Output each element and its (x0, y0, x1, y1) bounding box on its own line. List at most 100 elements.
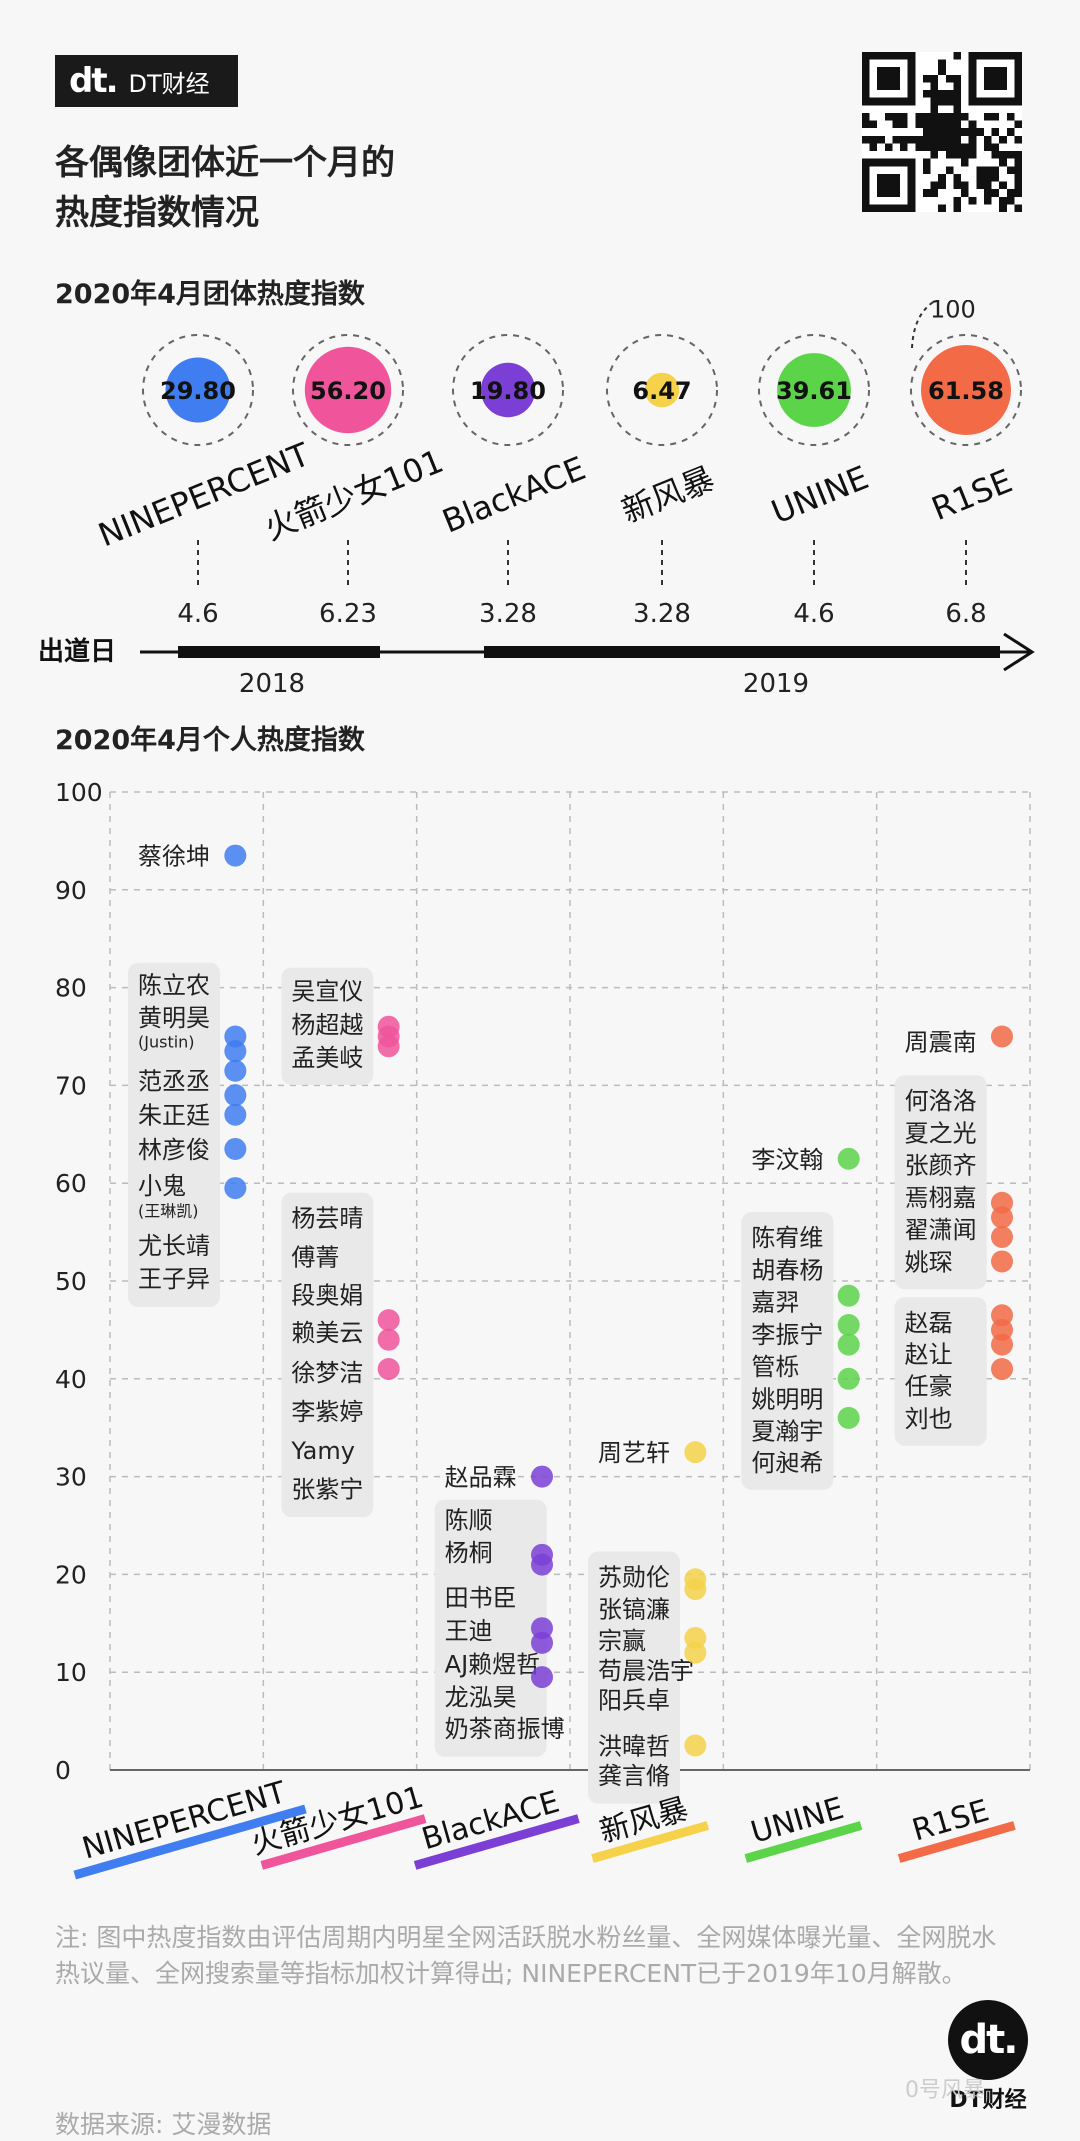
y-tick-4: 40 (55, 1365, 87, 1394)
bubble-2 (480, 362, 536, 418)
year-label-2019: 2019 (743, 669, 809, 699)
bubble-value-3: 6.47 (632, 377, 691, 405)
bubble-value-4: 39.61 (776, 377, 852, 405)
brand-mark: dt. (69, 61, 118, 101)
category-underline-4 (744, 1821, 863, 1863)
member-label-41: 嘉羿 (751, 1289, 799, 1317)
point-4-1 (837, 1284, 860, 1307)
label-box-6 (894, 1075, 987, 1290)
point-0-5 (224, 1103, 247, 1126)
point-5-2 (991, 1206, 1013, 1229)
debut-date-3: 3.28 (633, 599, 691, 629)
debut-date-0: 4.6 (177, 599, 218, 629)
point-1-3 (377, 1309, 400, 1332)
member-label-33: 宗赢 (598, 1627, 646, 1655)
debut-date-5: 6.8 (945, 599, 986, 629)
point-5-7 (991, 1333, 1013, 1356)
bubble-outline-2 (452, 334, 564, 446)
year-label-2018: 2018 (239, 669, 305, 699)
label-box-2 (281, 1192, 374, 1518)
member-label-9: 尤长靖 (138, 1232, 210, 1260)
point-5-3 (991, 1225, 1013, 1248)
member-label-43: 管栎 (751, 1353, 799, 1381)
member-label-50: 张颜齐 (905, 1152, 977, 1180)
member-label-11: 吴宣仪 (291, 978, 363, 1006)
debut-date-4: 4.6 (793, 599, 834, 629)
footer-logo: dt. DT财经 (948, 2000, 1028, 2114)
point-2-2 (531, 1553, 553, 1576)
bubble-outline-0 (142, 334, 254, 446)
y-tick-2: 20 (55, 1560, 87, 1589)
bubble-value-5: 61.58 (928, 377, 1004, 405)
point-0-6 (224, 1137, 247, 1160)
member-label-24: 杨桐 (445, 1539, 493, 1567)
member-label-36: 洪暐哲 (598, 1733, 670, 1761)
member-label-54: 赵磊 (905, 1309, 953, 1337)
member-label-8: (王琳凯) (138, 1202, 199, 1221)
label-box-3 (434, 1499, 547, 1757)
year-bar-2019 (484, 646, 1000, 658)
individual-chart-title: 2020年4月个人热度指数 (55, 725, 365, 756)
member-label-29: 奶茶商振博 (445, 1715, 565, 1743)
bubble-outline-1 (292, 334, 404, 446)
point-0-0 (224, 844, 247, 867)
y-tick-3: 30 (55, 1463, 87, 1492)
y-tick-10: 100 (55, 778, 103, 807)
point-5-8 (991, 1358, 1013, 1381)
debut-date-1: 6.23 (319, 599, 377, 629)
y-tick-7: 70 (55, 1071, 87, 1100)
y-tick-6: 60 (55, 1169, 87, 1198)
member-label-39: 陈宥维 (751, 1224, 823, 1252)
member-label-52: 翟潇闻 (905, 1216, 977, 1244)
bubble-outline-4 (758, 334, 870, 446)
member-label-38: 李汶翰 (751, 1146, 823, 1174)
brand-name: DT财经 (128, 69, 210, 98)
label-box-5 (741, 1212, 834, 1490)
point-3-4 (684, 1641, 707, 1664)
y-tick-5: 50 (55, 1267, 87, 1296)
member-label-31: 苏勋伦 (598, 1563, 670, 1591)
member-label-14: 杨芸晴 (291, 1204, 363, 1232)
label-box-7 (894, 1297, 987, 1446)
member-label-6: 林彦俊 (138, 1136, 210, 1164)
bubble-4 (777, 353, 851, 427)
max-arrow (911, 300, 939, 349)
member-label-55: 赵让 (905, 1340, 953, 1368)
label-box-4 (588, 1551, 680, 1804)
footer-brand-mark: dt. (948, 2000, 1028, 2080)
category-underline-0 (73, 1804, 307, 1880)
member-label-47: 周震南 (905, 1028, 977, 1056)
point-4-0 (837, 1147, 860, 1170)
y-tick-0: 0 (55, 1756, 71, 1785)
group-label-3: 新风暴 (616, 459, 719, 530)
member-label-20: Yamy (290, 1437, 355, 1465)
category-2: BlackACE (413, 1785, 580, 1870)
point-2-0 (531, 1465, 553, 1488)
member-label-34: 苟晨浩宇 (598, 1657, 694, 1685)
point-0-2 (224, 1040, 247, 1063)
member-label-45: 夏瀚宇 (751, 1418, 823, 1446)
point-2-5 (531, 1666, 553, 1689)
member-label-7: 小鬼 (138, 1172, 186, 1200)
member-label-30: 周艺轩 (598, 1439, 670, 1467)
debut-axis-label: 出道日 (38, 636, 116, 667)
member-label-51: 焉栩嘉 (905, 1184, 977, 1212)
member-label-5: 朱正廷 (138, 1102, 210, 1130)
timeline-arrow (1003, 632, 1035, 672)
member-label-42: 李振宁 (751, 1321, 823, 1349)
member-label-28: 龙泓昊 (445, 1684, 517, 1712)
footnote: 注: 图中热度指数由评估周期内明星全网活跃脱水粉丝量、全网媒体曝光量、全网脱水热… (55, 1923, 997, 1988)
member-label-32: 张镐濂 (598, 1596, 670, 1624)
group-label-2: BlackACE (437, 449, 591, 541)
member-label-23: 陈顺 (445, 1507, 493, 1535)
group-heat-chart: 29.80NINEPERCENT4.656.20火箭少女1016.2319.80… (38, 300, 1035, 699)
member-label-49: 夏之光 (905, 1119, 977, 1147)
member-label-57: 刘也 (905, 1405, 953, 1433)
member-label-17: 赖美云 (291, 1319, 363, 1347)
point-4-3 (837, 1333, 860, 1356)
member-label-22: 赵品霖 (445, 1464, 517, 1492)
member-label-56: 任豪 (905, 1373, 953, 1401)
year-bar-2018 (178, 646, 380, 658)
group-label-4: UNINE (766, 458, 874, 531)
